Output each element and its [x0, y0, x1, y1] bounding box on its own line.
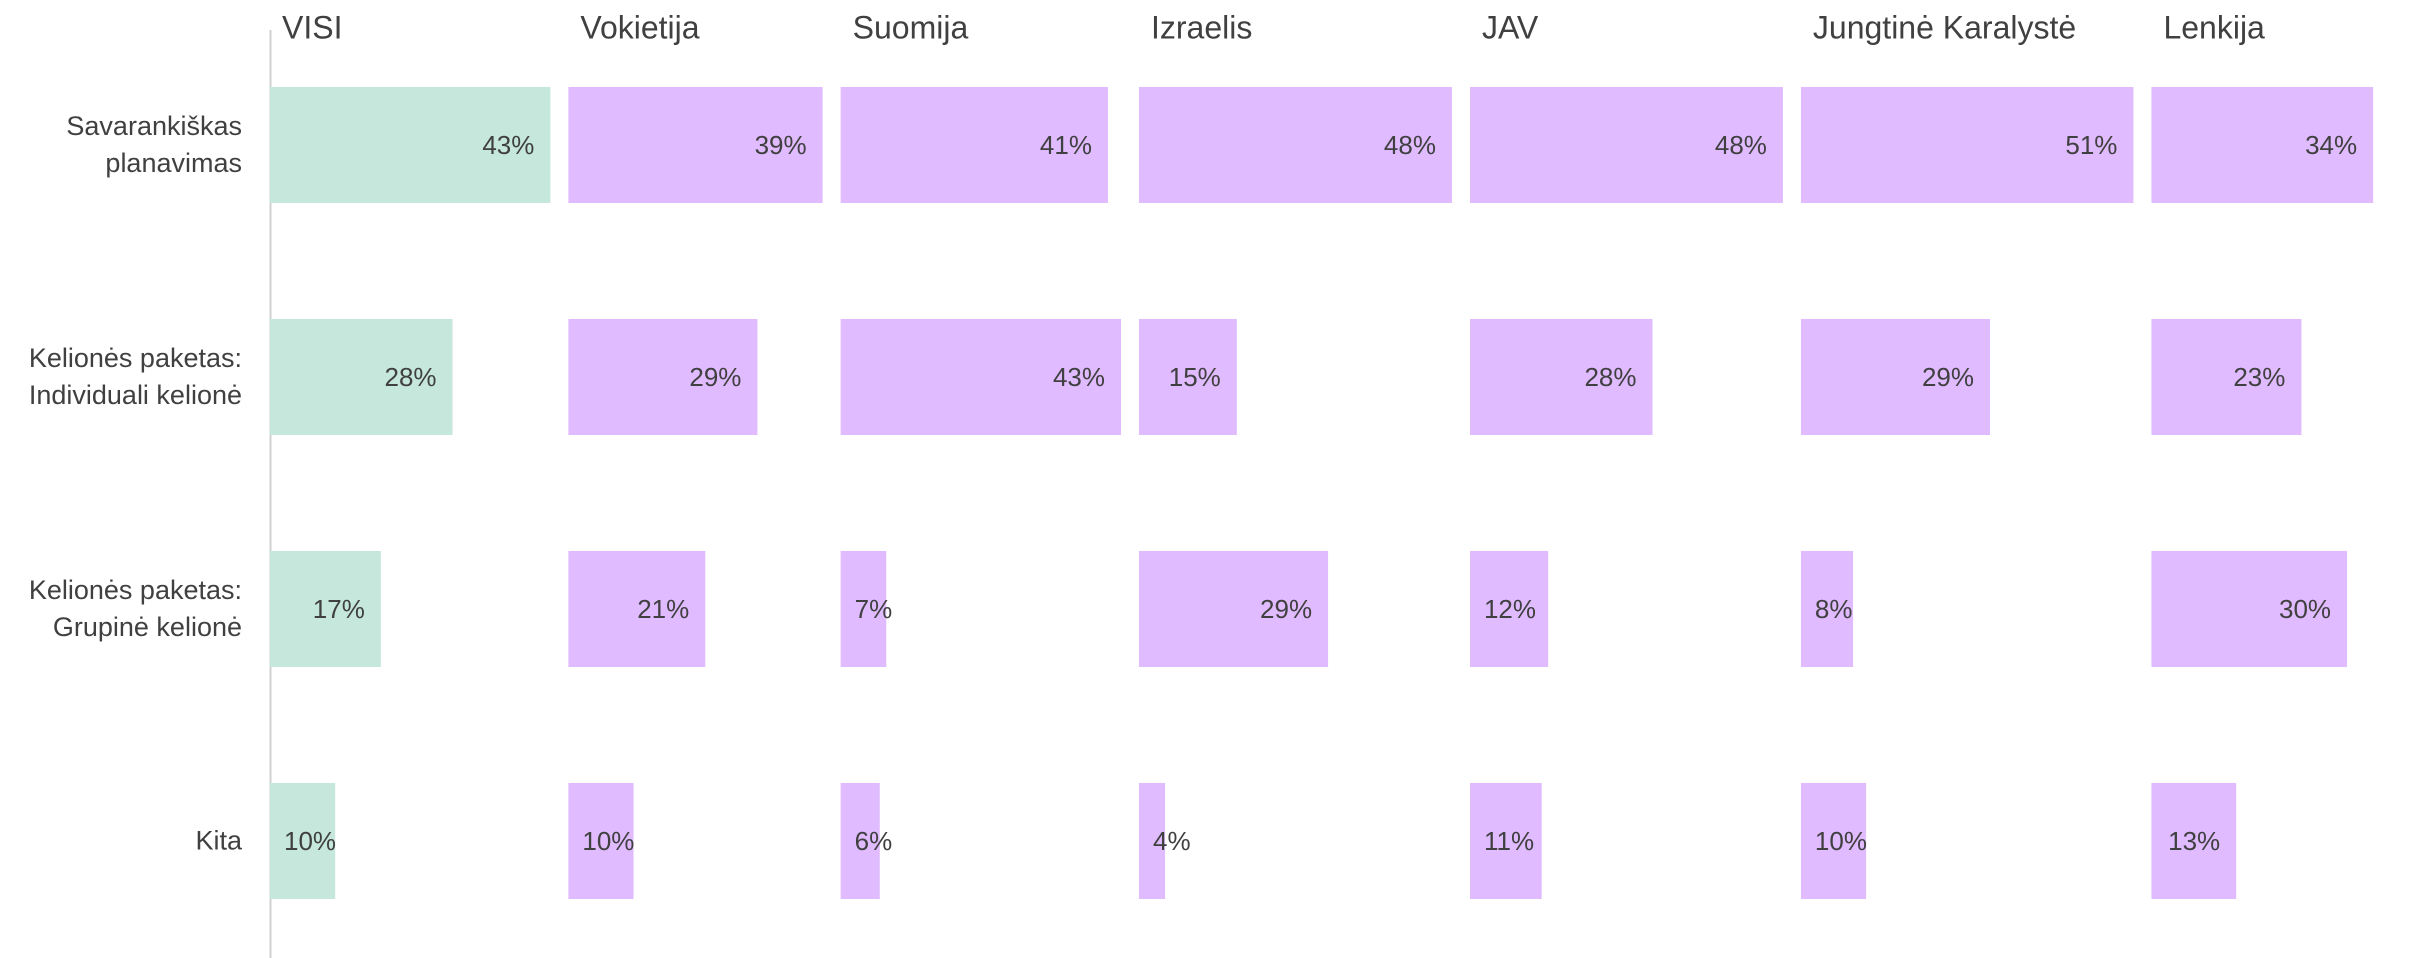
- panel-header: Lenkija: [2163, 9, 2265, 45]
- bar: [568, 551, 706, 667]
- value-label: 10%: [582, 826, 634, 856]
- bar: [2151, 551, 2348, 667]
- value-label: 4%: [1153, 826, 1191, 856]
- bar: [2151, 87, 2374, 203]
- value-label: 48%: [1384, 130, 1436, 160]
- panel-header: Jungtinė Karalystė: [1813, 9, 2076, 45]
- panel-header: VISI: [282, 9, 342, 45]
- value-label: 7%: [855, 594, 893, 624]
- value-label: 13%: [2168, 826, 2220, 856]
- bar: [1469, 783, 1542, 899]
- value-label: 8%: [1815, 594, 1853, 624]
- value-label: 43%: [482, 130, 534, 160]
- bar: [1800, 551, 1854, 667]
- bar: [1800, 87, 2134, 203]
- value-label: 11%: [1484, 826, 1534, 856]
- value-label: 15%: [1169, 362, 1221, 392]
- bar: [270, 87, 551, 203]
- value-label: 28%: [1584, 362, 1636, 392]
- bar: [2151, 783, 2237, 899]
- bar: [1139, 551, 1329, 667]
- panel-header: Vokietija: [580, 9, 699, 45]
- bar: [1139, 783, 1166, 899]
- row-label: Kelionės paketas: Individuali kelionė: [28, 343, 242, 410]
- value-label: 29%: [1260, 594, 1312, 624]
- bar: [1139, 87, 1452, 203]
- value-label: 23%: [2233, 362, 2285, 392]
- value-label: 6%: [855, 826, 893, 856]
- value-label: 29%: [1922, 362, 1974, 392]
- value-label: 48%: [1715, 130, 1767, 160]
- bar: [840, 783, 880, 899]
- value-label: 30%: [2279, 594, 2331, 624]
- bar: [840, 319, 1121, 435]
- row-label: Kita: [195, 825, 242, 856]
- bar: [568, 783, 634, 899]
- bar: [1139, 319, 1237, 435]
- value-label: 51%: [2065, 130, 2117, 160]
- bar: [568, 87, 823, 203]
- value-label: 43%: [1053, 362, 1105, 392]
- value-label: 39%: [755, 130, 807, 160]
- value-label: 41%: [1040, 130, 1092, 160]
- value-label: 10%: [284, 826, 336, 856]
- bar: [270, 319, 453, 435]
- bar: [270, 783, 336, 899]
- value-label: 10%: [1815, 826, 1867, 856]
- value-label: 12%: [1484, 594, 1536, 624]
- value-label: 28%: [385, 362, 437, 392]
- bar: [2151, 319, 2302, 435]
- row-label: Savarankiškas planavimas: [66, 111, 242, 178]
- value-label: 29%: [689, 362, 741, 392]
- value-label: 34%: [2305, 130, 2357, 160]
- bar: [1469, 319, 1653, 435]
- bar: [568, 319, 758, 435]
- panel-header: Suomija: [853, 9, 969, 45]
- bar: [840, 87, 1108, 203]
- bar: [1800, 783, 1867, 899]
- bar: [840, 551, 887, 667]
- value-label: 17%: [313, 594, 365, 624]
- row-label: Kelionės paketas: Grupinė kelionė: [28, 575, 242, 642]
- bar: [1469, 87, 1783, 203]
- panel-header: JAV: [1482, 9, 1539, 45]
- bar: [1469, 551, 1549, 667]
- bar: [270, 551, 381, 667]
- bar: [1800, 319, 1990, 435]
- panel-header: Izraelis: [1151, 9, 1252, 45]
- value-label: 21%: [637, 594, 689, 624]
